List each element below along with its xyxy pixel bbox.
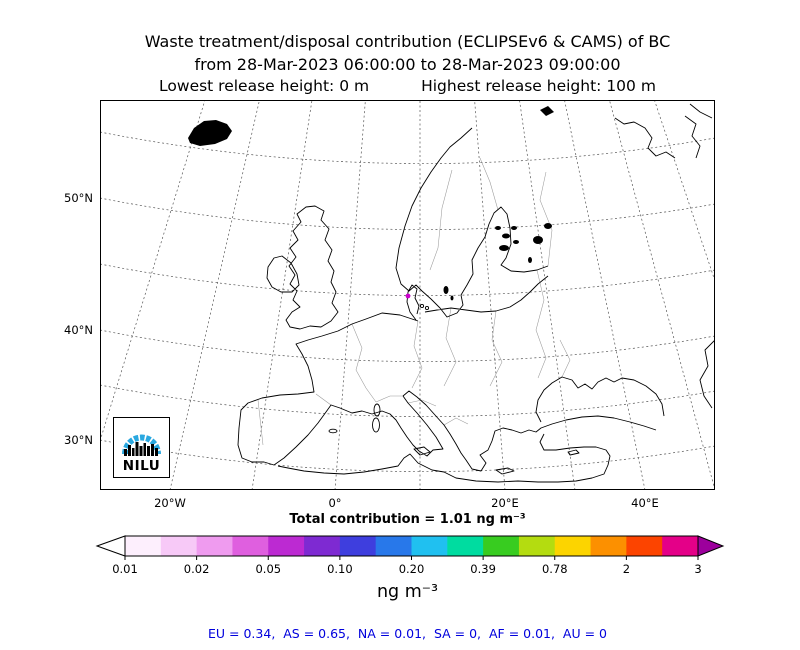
country-borders bbox=[257, 157, 571, 446]
colorbar-segment bbox=[268, 536, 305, 556]
release-heights-row: Lowest release height: 0 m Highest relea… bbox=[100, 77, 715, 95]
colorbar-segment bbox=[411, 536, 448, 556]
danish-island bbox=[424, 305, 430, 311]
colorbar-tick-label: 0.02 bbox=[183, 562, 210, 576]
colorbar-segment bbox=[375, 536, 413, 556]
nilu-logo-text: NILU bbox=[122, 458, 161, 474]
coastlines bbox=[237, 103, 715, 483]
colorbar-segment bbox=[662, 536, 699, 556]
nilu-logo: NILU bbox=[113, 417, 170, 478]
colorbar-tick-label: 2 bbox=[622, 562, 631, 576]
colorbar-tick-label: 0.39 bbox=[470, 562, 496, 576]
colorbar-segment bbox=[554, 536, 592, 556]
colorbar-segment bbox=[196, 536, 234, 556]
colorbar-segment bbox=[483, 536, 520, 556]
colorbar-segment bbox=[232, 536, 269, 556]
regions-contribution-line: EU = 0.34, AS = 0.65, NA = 0.01, SA = 0,… bbox=[208, 626, 607, 641]
svalbard-landmass bbox=[540, 106, 554, 116]
colorbar-segment bbox=[339, 536, 377, 556]
nilu-arc-icon bbox=[122, 434, 161, 455]
lowest-release-height: Lowest release height: 0 m bbox=[159, 77, 370, 95]
colorbar-tick-label: 0.05 bbox=[255, 562, 282, 576]
nordic-lakes bbox=[443, 223, 552, 301]
colorbar-segment bbox=[590, 536, 627, 556]
lon-label-20e: 20°E bbox=[491, 496, 519, 510]
graticule-meridians bbox=[100, 100, 715, 490]
iceland-landmass bbox=[188, 120, 232, 146]
lon-label-40e: 40°E bbox=[631, 496, 659, 510]
sardinia-island bbox=[372, 417, 380, 433]
colorbar-segment bbox=[160, 536, 198, 556]
lat-label-50n: 50°N bbox=[64, 191, 93, 205]
plume-marker bbox=[405, 293, 411, 299]
colorbar-segment bbox=[447, 536, 484, 556]
figure-titles: Waste treatment/disposal contribution (E… bbox=[100, 30, 715, 95]
balearic-island bbox=[328, 428, 338, 434]
colorbar bbox=[95, 535, 725, 560]
colorbar-tick-label: 3 bbox=[694, 562, 702, 576]
map-frame bbox=[100, 100, 715, 490]
lon-label-20w: 20°W bbox=[154, 496, 186, 510]
colorbar-under-arrow bbox=[95, 535, 126, 557]
colorbar-tick-label: 0.01 bbox=[112, 562, 138, 576]
lat-label-40n: 40°N bbox=[64, 323, 93, 337]
colorbar-segment bbox=[626, 536, 663, 556]
colorbar-segment bbox=[304, 536, 341, 556]
map-svg bbox=[100, 100, 715, 490]
nilu-logo-graphic bbox=[122, 434, 161, 456]
total-contribution-label: Total contribution = 1.01 ng m⁻³ bbox=[289, 512, 526, 527]
corsica-island bbox=[373, 403, 381, 417]
colorbar-tick-label: 0.78 bbox=[541, 562, 568, 576]
lon-label-0: 0° bbox=[328, 496, 342, 510]
map-area: NILU bbox=[100, 100, 715, 490]
colorbar-tick-label: 0.20 bbox=[398, 562, 425, 576]
nilu-skyline-icon bbox=[124, 442, 158, 456]
title-line1: Waste treatment/disposal contribution (E… bbox=[144, 32, 671, 51]
colorbar-segment bbox=[518, 536, 556, 556]
lat-label-30n: 30°N bbox=[64, 433, 93, 447]
highest-release-height: Highest release height: 100 m bbox=[421, 77, 656, 95]
danish-island bbox=[419, 303, 425, 309]
title-line2: from 28-Mar-2023 06:00:00 to 28-Mar-2023… bbox=[194, 55, 621, 74]
colorbar-tick-label: 0.10 bbox=[327, 562, 353, 576]
colorbar-over-arrow bbox=[697, 535, 725, 557]
units-label: ng m⁻³ bbox=[376, 582, 439, 602]
colorbar-segment bbox=[125, 536, 162, 556]
